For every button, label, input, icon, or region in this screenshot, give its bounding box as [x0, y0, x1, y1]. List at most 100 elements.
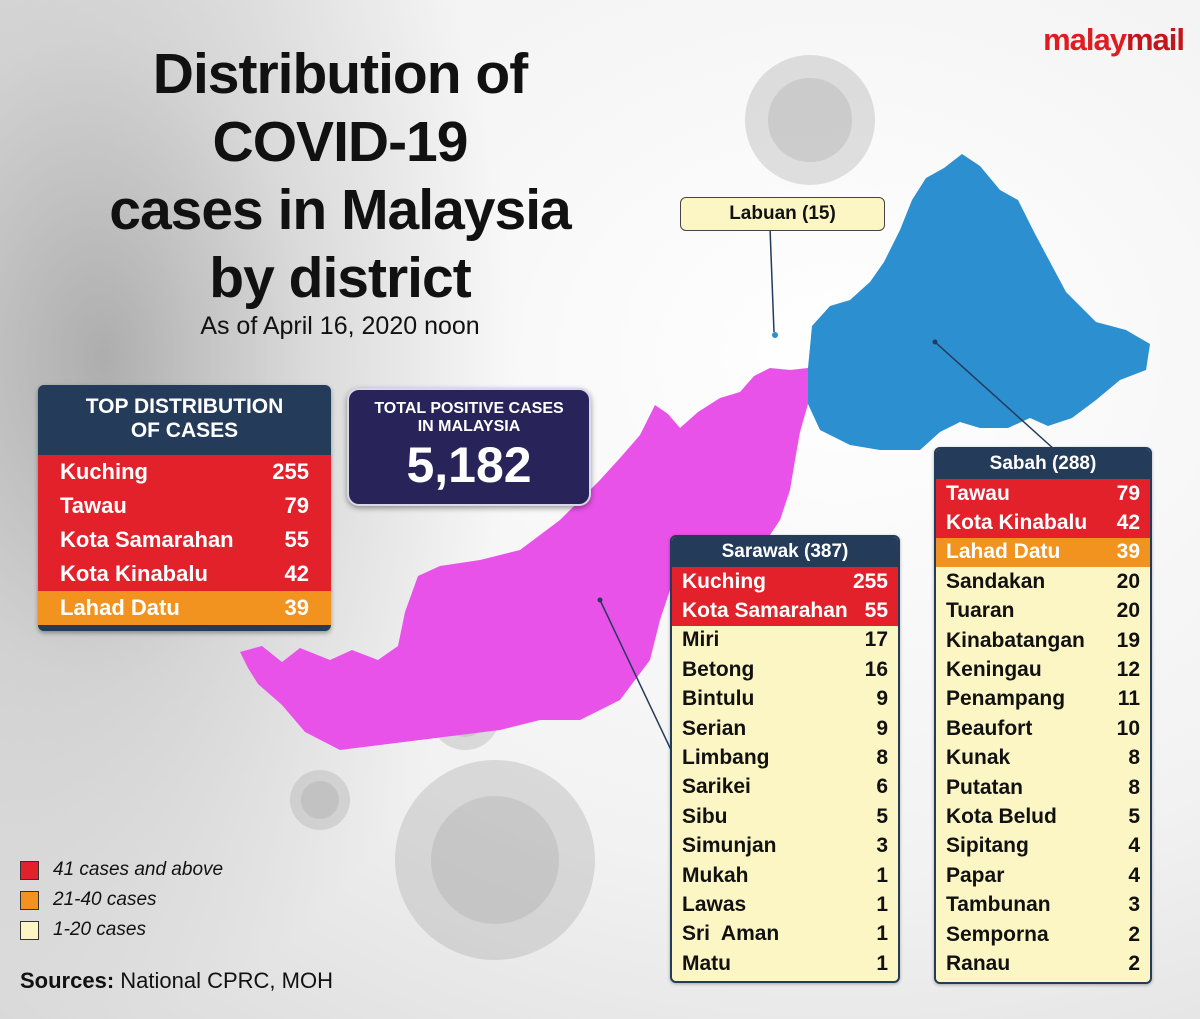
legend-item: 21-40 cases: [20, 885, 223, 915]
district-name: Sri Aman: [682, 922, 780, 946]
district-row: Kota Belud 5: [936, 802, 1150, 832]
sabah-pointer-dot: [932, 339, 938, 345]
district-cases: 2: [1128, 922, 1140, 946]
district-name: Kota Kinabalu: [946, 511, 1088, 535]
title-line: cases in Malaysia: [109, 178, 572, 242]
district-name: Lahad Datu: [946, 540, 1061, 564]
district-cases: 55: [864, 599, 888, 623]
page-subtitle: As of April 16, 2020 noon: [200, 312, 480, 340]
virus-icon: [745, 55, 875, 185]
district-cases: 2: [1128, 951, 1140, 975]
district-name: Papar: [946, 863, 1005, 887]
district-row: Tambunan 3: [936, 890, 1150, 920]
district-row: Matu 1: [672, 949, 898, 979]
district-cases: 16: [864, 657, 888, 681]
virus-icon: [395, 760, 595, 960]
district-name: Kota Samarahan: [682, 599, 848, 623]
district-row: Keningau 12: [936, 655, 1150, 685]
district-name: Kota Belud: [946, 804, 1057, 828]
district-name: Miri: [682, 628, 720, 652]
legend: 41 cases and above 21-40 cases 1-20 cases: [20, 855, 223, 945]
sabah-table: Sabah (288) Tawau 79 Kota Kinabalu 42 Lahad …: [934, 447, 1152, 984]
district-cases: 255: [852, 569, 888, 593]
legend-item: 1-20 cases: [20, 915, 223, 945]
district-row: Lahad Datu 39: [936, 537, 1150, 568]
district-row: Tawau 79: [936, 479, 1150, 509]
district-cases: 9: [876, 687, 888, 711]
district-name: Limbang: [682, 746, 770, 770]
district-cases: 4: [1128, 834, 1140, 858]
district-name: Kota Kinabalu: [60, 561, 208, 586]
labuan-label: Labuan (15): [680, 197, 885, 231]
total-label-line: IN MALAYSIA: [417, 418, 521, 435]
district-row: Miri 17: [672, 625, 898, 656]
district-name: Tambunan: [946, 893, 1051, 917]
district-cases: 8: [876, 746, 888, 770]
district-cases: 1: [876, 922, 888, 946]
district-name: Bintulu: [682, 687, 755, 711]
district-cases: 5: [876, 804, 888, 828]
district-row: Lawas 1: [672, 890, 898, 920]
top-distribution-box: TOP DISTRIBUTION OF CASES Kuching 255 Tawa…: [38, 385, 331, 631]
legend-label: 1-20 cases: [53, 919, 146, 940]
district-cases: 3: [876, 834, 888, 858]
district-cases: 8: [1128, 746, 1140, 770]
legend-item: 41 cases and above: [20, 855, 223, 885]
district-name: Mukah: [682, 863, 749, 887]
top-distribution-heading: TOP DISTRIBUTION OF CASES: [38, 385, 331, 455]
district-cases: 79: [284, 493, 309, 518]
district-cases: 42: [1116, 511, 1140, 535]
district-row: Lahad Datu 39: [38, 591, 331, 625]
district-row: Sri Aman 1: [672, 919, 898, 950]
virus-icon: [290, 770, 350, 830]
district-cases: 1: [876, 863, 888, 887]
district-row: Sibu 5: [672, 802, 898, 832]
legend-label: 41 cases and above: [53, 859, 224, 880]
district-row: Kota Kinabalu 42: [936, 508, 1150, 538]
district-row: Mukah 1: [672, 860, 898, 891]
district-name: Sibu: [682, 804, 728, 828]
district-cases: 79: [1116, 481, 1140, 505]
total-label: TOTAL POSITIVE CASES IN MALAYSIA: [349, 400, 589, 436]
heading-line: OF CASES: [130, 419, 239, 442]
heading-line: TOP DISTRIBUTION: [85, 395, 284, 418]
district-name: Lawas: [682, 892, 747, 916]
district-row: Bintulu 9: [672, 684, 898, 714]
district-row: Kota Kinabalu 42: [38, 557, 331, 591]
district-cases: 20: [1116, 569, 1140, 593]
district-name: Sarikei: [682, 775, 751, 799]
total-value: 5,182: [406, 437, 532, 493]
district-row: Limbang 8: [672, 743, 898, 773]
district-name: Lahad Datu: [60, 595, 180, 620]
brand-part1: malay: [1043, 22, 1127, 57]
sarawak-table: Sarawak (387) Kuching 255 Kota Samarahan 55…: [670, 535, 900, 984]
district-name: Tuaran: [946, 599, 1015, 623]
district-row: Betong 16: [672, 655, 898, 685]
district-cases: 10: [1116, 716, 1140, 740]
district-name: Matu: [682, 951, 731, 975]
top-distribution-rows: Kuching 255 Tawau 79 Kota Samarahan 55 Kota Ki…: [38, 455, 331, 625]
district-cases: 19: [1116, 628, 1140, 652]
sabah-region: [808, 154, 1150, 450]
district-cases: 4: [1128, 863, 1140, 887]
district-row: Serian 9: [672, 713, 898, 744]
total-cases-box: TOTAL POSITIVE CASES IN MALAYSIA 5,182: [347, 388, 591, 506]
district-cases: 8: [1128, 775, 1140, 799]
district-cases: 3: [1128, 893, 1140, 917]
district-row: Kunak 8: [936, 743, 1150, 773]
title-line: COVID-19: [212, 110, 469, 174]
district-row: Tuaran 20: [936, 596, 1150, 626]
district-name: Penampang: [946, 687, 1066, 711]
district-row: Semporna 2: [936, 919, 1150, 950]
district-cases: 1: [876, 951, 888, 975]
district-row: Kuching 255: [672, 567, 898, 597]
district-cases: 39: [1116, 540, 1140, 564]
district-row: Kinabatangan 19: [936, 625, 1150, 656]
sources-text: National CPRC, MOH: [114, 968, 333, 993]
district-cases: 42: [284, 561, 309, 586]
sarawak-pointer-dot: [597, 597, 603, 603]
district-name: Kota Samarahan: [60, 527, 234, 552]
district-cases: 17: [864, 628, 888, 652]
district-name: Serian: [682, 716, 747, 740]
district-row: Sarikei 6: [672, 772, 898, 803]
